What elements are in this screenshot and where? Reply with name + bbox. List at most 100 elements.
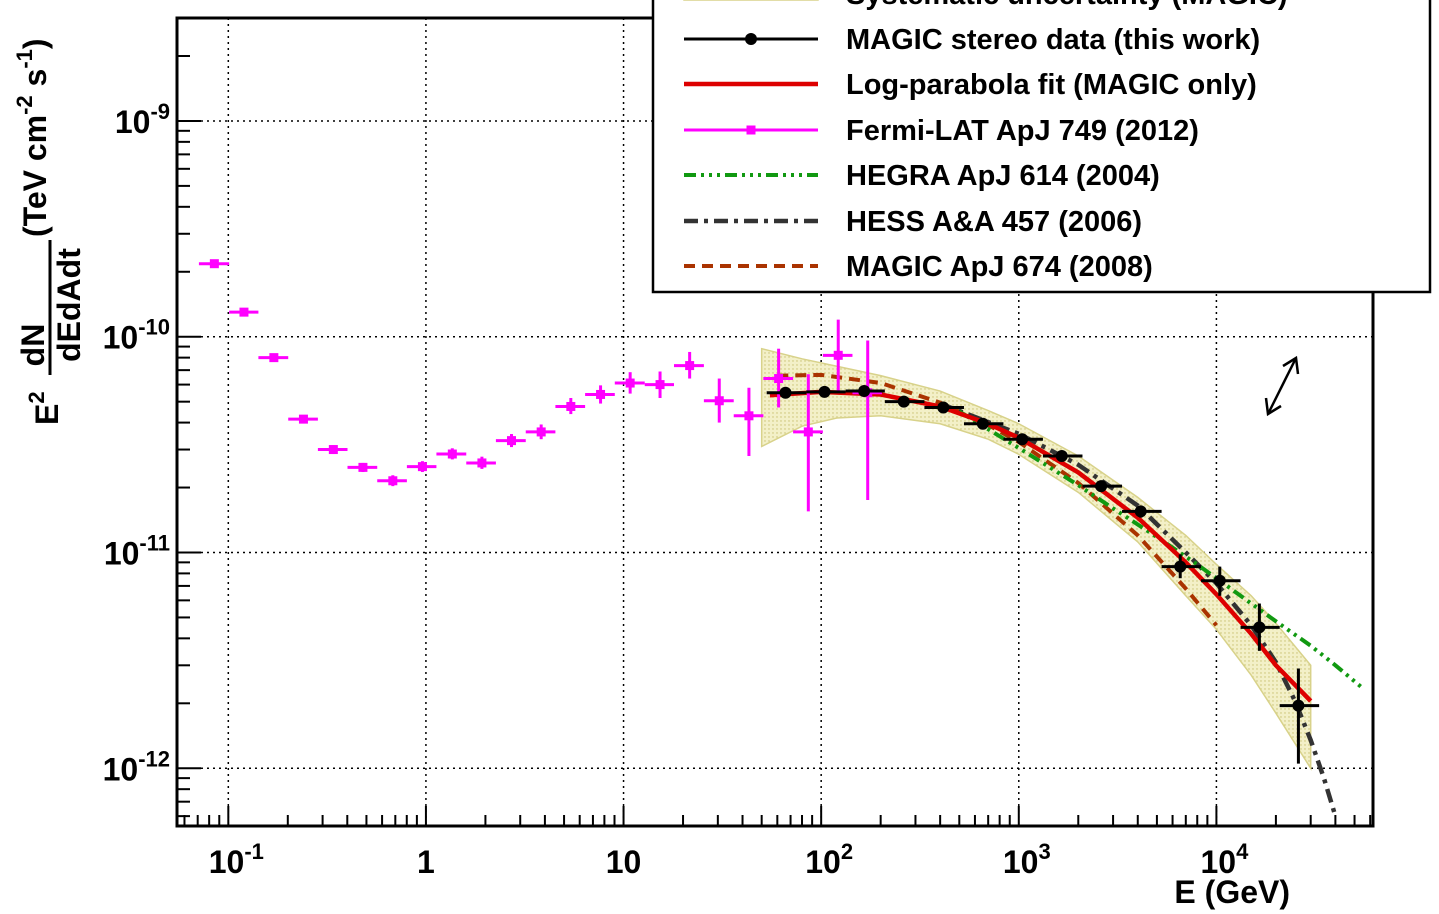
y-title-e-sup: 2 — [24, 391, 49, 403]
legend-label: HEGRA ApJ 614 (2004) — [846, 160, 1160, 192]
y-title-units-sup1: -2 — [12, 95, 37, 115]
magic_stereo-point — [1042, 450, 1083, 463]
y-title-e: E — [29, 404, 65, 425]
fermi-point — [229, 307, 259, 317]
fermi-point — [555, 397, 586, 415]
fermi-point — [377, 475, 407, 487]
magic_stereo-marker — [779, 386, 792, 399]
legend-box — [651, 0, 1432, 294]
magic_stereo-marker — [1095, 480, 1108, 493]
y-tick-label: 10-10 — [103, 315, 170, 356]
magic_stereo-marker — [1292, 699, 1305, 712]
magic_stereo-point — [963, 417, 1004, 430]
fermi-marker — [388, 476, 398, 486]
fermi-marker — [625, 378, 635, 388]
fermi-marker — [239, 307, 249, 317]
fermi-point — [436, 448, 467, 460]
fermi-marker — [566, 401, 576, 411]
legend: Systematic uncertainty (MAGIC) MAGIC ster… — [651, 0, 1432, 294]
fermi-point — [703, 378, 734, 423]
legend-item-magic2008: MAGIC ApJ 674 (2008) — [684, 251, 1153, 283]
y-tick-label: 10-11 — [104, 530, 170, 571]
fermi-point — [733, 387, 764, 457]
x-tick-label: 10-1 — [209, 839, 264, 880]
x-axis-title: E (GeV) — [1174, 874, 1290, 910]
y-title-units-mid: s — [17, 69, 53, 96]
magic_stereo-marker — [1213, 574, 1226, 587]
fermi-point — [852, 340, 882, 501]
magic_stereo-marker — [1253, 621, 1266, 634]
fermi-marker — [477, 458, 487, 468]
fermi-point — [495, 434, 526, 448]
fermi-point — [198, 259, 230, 269]
fermi-point — [644, 371, 674, 398]
magic_stereo-point — [1003, 433, 1043, 446]
fermi-marker — [685, 361, 695, 371]
fermi-marker — [447, 449, 457, 459]
legend-marker — [746, 125, 756, 135]
fermi-point — [288, 414, 318, 424]
fermi-marker — [269, 353, 279, 363]
magic_stereo-point — [1161, 554, 1202, 579]
y-title-frac-num: dN — [15, 324, 51, 367]
legend-item-magic_stereo: MAGIC stereo data (this work) — [684, 24, 1260, 56]
fermi-point — [793, 374, 823, 512]
legend-label: Log-parabola fit (MAGIC only) — [846, 69, 1257, 101]
svg-text:(TeV cm-2 s-1): (TeV cm-2 s-1) — [12, 38, 53, 237]
legend-item-hess: HESS A&A 457 (2006) — [684, 206, 1142, 238]
legend-marker — [745, 33, 757, 45]
legend-label: HESS A&A 457 (2006) — [846, 206, 1142, 238]
systematic-uncertainty-band — [760, 347, 1312, 771]
magic_stereo-point — [1082, 480, 1123, 493]
legend-item-hegra: HEGRA ApJ 614 (2004) — [684, 160, 1160, 192]
magic_stereo-point — [924, 401, 964, 414]
x-tick-label: 1 — [417, 844, 435, 880]
fermi-marker — [298, 414, 308, 424]
svg-text:E2: E2 — [24, 391, 65, 425]
magic2008-curve — [777, 372, 1218, 627]
fermi-marker — [358, 462, 368, 472]
magic_stereo-point — [1279, 668, 1320, 764]
model-curves — [769, 372, 1364, 817]
magic_stereo-marker — [1174, 560, 1187, 573]
fermi-marker — [209, 259, 219, 269]
fermi-marker — [536, 427, 546, 437]
legend-item-logparabola: Log-parabola fit (MAGIC only) — [684, 69, 1257, 101]
fermi-marker — [744, 411, 754, 421]
magic_stereo-marker — [897, 395, 910, 408]
fermi-marker — [774, 374, 784, 384]
axis-ticks — [177, 54, 1372, 826]
fermi-marker — [596, 389, 606, 399]
magic_stereo-marker — [818, 385, 831, 398]
fermi-point — [673, 351, 704, 379]
fermi-point — [466, 456, 496, 469]
legend-item-fermi: Fermi-LAT ApJ 749 (2012) — [684, 115, 1199, 147]
y-tick-label: 10-9 — [115, 99, 170, 140]
data-points — [198, 259, 1320, 764]
logparabola-curve — [769, 389, 1313, 703]
legend-label: Fermi-LAT ApJ 749 (2012) — [846, 115, 1199, 147]
magic_stereo-marker — [858, 385, 871, 398]
fermi-point — [258, 353, 289, 363]
fermi-point — [317, 445, 348, 455]
fermi-point — [763, 348, 794, 408]
fermi-point — [406, 461, 437, 473]
double-arrow — [1264, 355, 1300, 417]
y-title-frac-den: dEdAdt — [51, 248, 87, 362]
fermi-point — [347, 462, 378, 473]
fermi-marker — [506, 436, 516, 446]
magic_stereo-point — [766, 386, 807, 399]
magic_stereo-point — [806, 385, 846, 398]
fermi-marker — [833, 350, 843, 360]
magic_stereo-marker — [976, 417, 989, 430]
x-tick-label: 103 — [1003, 839, 1051, 880]
fermi-point — [822, 319, 853, 393]
legend-label: Systematic uncertainty (MAGIC) — [846, 0, 1288, 11]
fermi-marker — [714, 396, 724, 406]
fermi-marker — [328, 445, 338, 455]
y-tick-label: 10-12 — [103, 746, 170, 787]
y-title-units-pre: (TeV cm — [17, 115, 53, 237]
magic_stereo-point — [884, 395, 925, 408]
fermi-point — [614, 372, 645, 394]
